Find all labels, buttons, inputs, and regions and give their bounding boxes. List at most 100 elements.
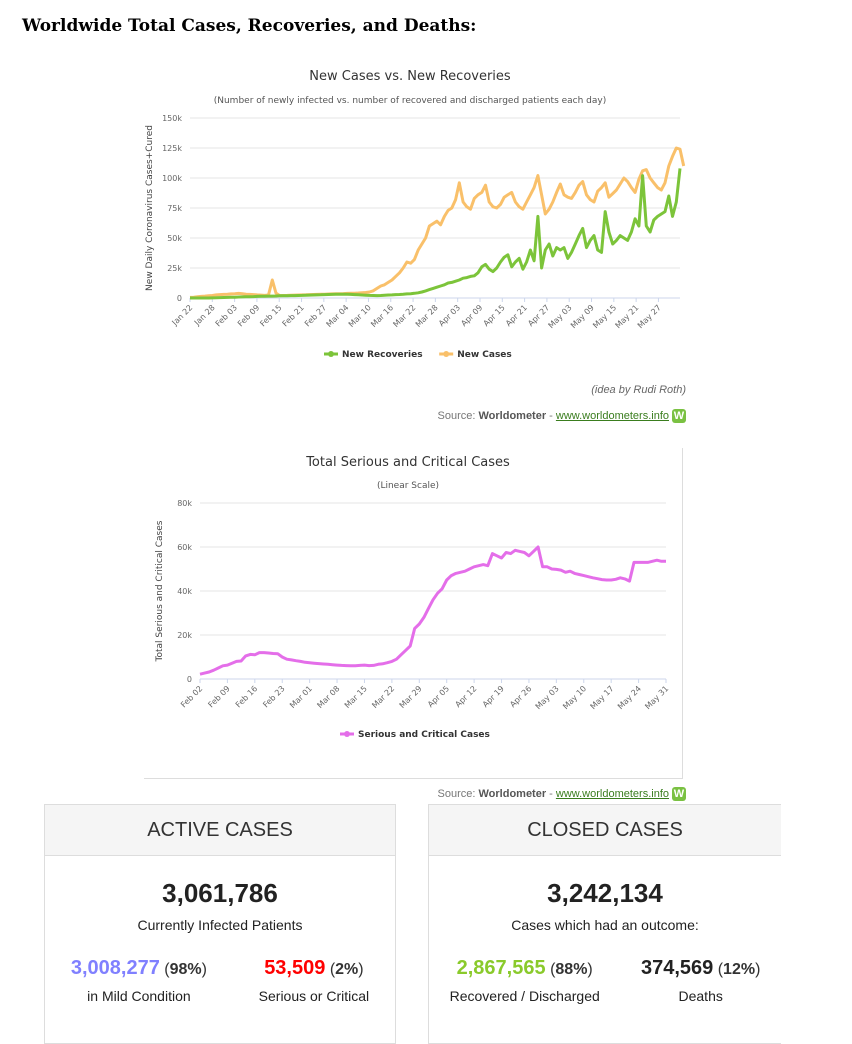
x-tick-label: Feb 27 — [303, 303, 328, 328]
serious-number: 53,509 — [264, 957, 326, 979]
y-tick-label: 40k — [177, 587, 192, 596]
x-tick-label: May 27 — [636, 303, 663, 330]
x-tick-label: Mar 29 — [398, 684, 424, 710]
chart-title: Total Serious and Critical Cases — [305, 455, 510, 470]
x-tick-label: Mar 10 — [347, 303, 373, 329]
legend-label: New Cases — [457, 350, 512, 360]
chart-subtitle: (Number of newly infected vs. number of … — [214, 96, 607, 106]
chart2-source: Source: Worldometer - www.worldometers.i… — [438, 787, 686, 801]
x-tick-label: May 21 — [613, 303, 640, 330]
active-total-label: Currently Infected Patients — [137, 917, 303, 933]
y-tick-label: 60k — [177, 543, 192, 552]
mild-number: 3,008,277 — [70, 957, 160, 979]
y-tick-label: 75k — [167, 204, 182, 213]
recovered-stat: 2,867,565 (88%) Recovered / Discharged — [449, 957, 600, 1004]
deaths-label: Deaths — [678, 988, 723, 1004]
chart1-source: Source: Worldometer - www.worldometers.i… — [438, 409, 686, 423]
x-tick-label: Mar 22 — [370, 684, 396, 710]
closed-cases-header: CLOSED CASES — [429, 805, 781, 856]
chart-subtitle: (Linear Scale) — [377, 481, 439, 491]
new-cases-vs-recoveries-chart: New Cases vs. New Recoveries (Number of n… — [140, 60, 700, 430]
x-tick-label: Mar 16 — [369, 303, 395, 329]
y-tick-label: 25k — [167, 264, 182, 273]
deaths-percent: 12% — [723, 961, 756, 978]
legend-marker — [443, 351, 450, 357]
x-tick-label: May 03 — [547, 303, 574, 330]
deaths-stat: 374,569 (12%) Deaths — [640, 957, 761, 1004]
legend-marker — [328, 351, 334, 357]
active-cases-header: ACTIVE CASES — [45, 805, 395, 856]
x-tick-label: Apr 21 — [504, 303, 529, 328]
x-tick-label: Feb 15 — [258, 303, 283, 328]
x-tick-label: Feb 23 — [261, 684, 286, 709]
recovered-number: 2,867,565 — [456, 957, 546, 979]
x-tick-label: May 24 — [616, 684, 643, 711]
source-sep: - — [546, 409, 556, 422]
legend-marker — [344, 731, 350, 737]
x-tick-label: Mar 08 — [315, 684, 341, 710]
x-tick-label: Apr 26 — [508, 684, 533, 709]
x-tick-label: Feb 02 — [179, 684, 204, 709]
source-sep: - — [546, 787, 556, 800]
legend-label: New Recoveries — [342, 350, 423, 360]
x-tick-label: Feb 03 — [214, 303, 239, 328]
closed-total: 3,242,134 — [547, 878, 663, 908]
closed-total-label: Cases which had an outcome: — [511, 917, 699, 933]
y-tick-label: 50k — [167, 234, 182, 243]
y-axis-label: New Daily Coronavirus Cases+Cured — [145, 125, 155, 291]
x-tick-label: May 31 — [643, 684, 670, 711]
chart1-svg: New Cases vs. New Recoveries (Number of n… — [145, 69, 686, 360]
chart2-svg: Total Serious and Critical Cases (Linear … — [155, 455, 670, 740]
x-tick-label: Feb 09 — [206, 684, 231, 709]
deaths-number: 374,569 — [640, 957, 714, 979]
source-link[interactable]: www.worldometers.info — [555, 409, 669, 422]
x-tick-label: Feb 21 — [281, 303, 306, 328]
y-tick-label: 0 — [187, 675, 192, 684]
series-line-new-recoveries — [190, 168, 682, 300]
y-tick-label: 0 — [177, 294, 182, 303]
serious-label: Serious or Critical — [258, 988, 370, 1004]
x-tick-label: Mar 15 — [343, 684, 369, 710]
series-line-new-cases — [189, 146, 686, 299]
mild-label: in Mild Condition — [87, 988, 191, 1004]
x-tick-label: Feb 16 — [234, 684, 259, 709]
chart-title: New Cases vs. New Recoveries — [309, 69, 511, 84]
serious-percent: 2% — [335, 961, 359, 978]
source-link[interactable]: www.worldometers.info — [555, 787, 669, 800]
x-tick-label: Apr 05 — [426, 684, 451, 709]
x-tick-label: Apr 09 — [459, 303, 484, 328]
x-tick-label: Mar 22 — [391, 303, 417, 329]
x-tick-label: Feb 09 — [236, 303, 261, 328]
x-tick-label: May 03 — [534, 684, 561, 711]
mild-percent: 98% — [169, 961, 202, 978]
recovered-percent: 88% — [555, 961, 588, 978]
x-tick-label: Jan 28 — [192, 303, 217, 328]
y-tick-label: 150k — [162, 114, 182, 123]
serious-stat: 53,509 (2%) Serious or Critical — [258, 957, 370, 1004]
x-tick-label: May 10 — [561, 684, 588, 711]
y-tick-label: 80k — [177, 499, 192, 508]
x-tick-label: Mar 01 — [288, 684, 314, 710]
active-cases-panel: ACTIVE CASES 3,061,786 Currently Infecte… — [44, 804, 396, 1044]
x-tick-label: Mar 28 — [414, 303, 440, 329]
y-tick-label: 100k — [162, 174, 182, 183]
x-tick-label: May 09 — [569, 303, 596, 330]
x-tick-label: Apr 03 — [437, 303, 462, 328]
legend-label: Serious and Critical Cases — [358, 730, 490, 740]
x-tick-label: Jan 22 — [170, 303, 195, 328]
mild-stat: 3,008,277 (98%) in Mild Condition — [70, 957, 207, 1004]
worldometer-logo-icon: W — [672, 787, 686, 801]
x-tick-label: Mar 04 — [325, 303, 351, 329]
x-tick-label: May 15 — [591, 303, 618, 330]
source-prefix: Source: — [437, 787, 479, 800]
active-total: 3,061,786 — [162, 878, 278, 908]
page-heading: Worldwide Total Cases, Recoveries, and D… — [22, 16, 477, 36]
y-tick-label: 125k — [162, 144, 182, 153]
series-line-serious-and-critical-cases — [199, 545, 666, 676]
closed-cases-panel: CLOSED CASES 3,242,134 Cases which had a… — [428, 804, 781, 1044]
serious-critical-chart: Total Serious and Critical Cases (Linear … — [144, 448, 683, 779]
source-name: Worldometer — [478, 787, 547, 800]
source-name: Worldometer — [478, 409, 547, 422]
y-tick-label: 20k — [177, 631, 192, 640]
chart1-annotation: (idea by Rudi Roth) — [591, 384, 686, 396]
